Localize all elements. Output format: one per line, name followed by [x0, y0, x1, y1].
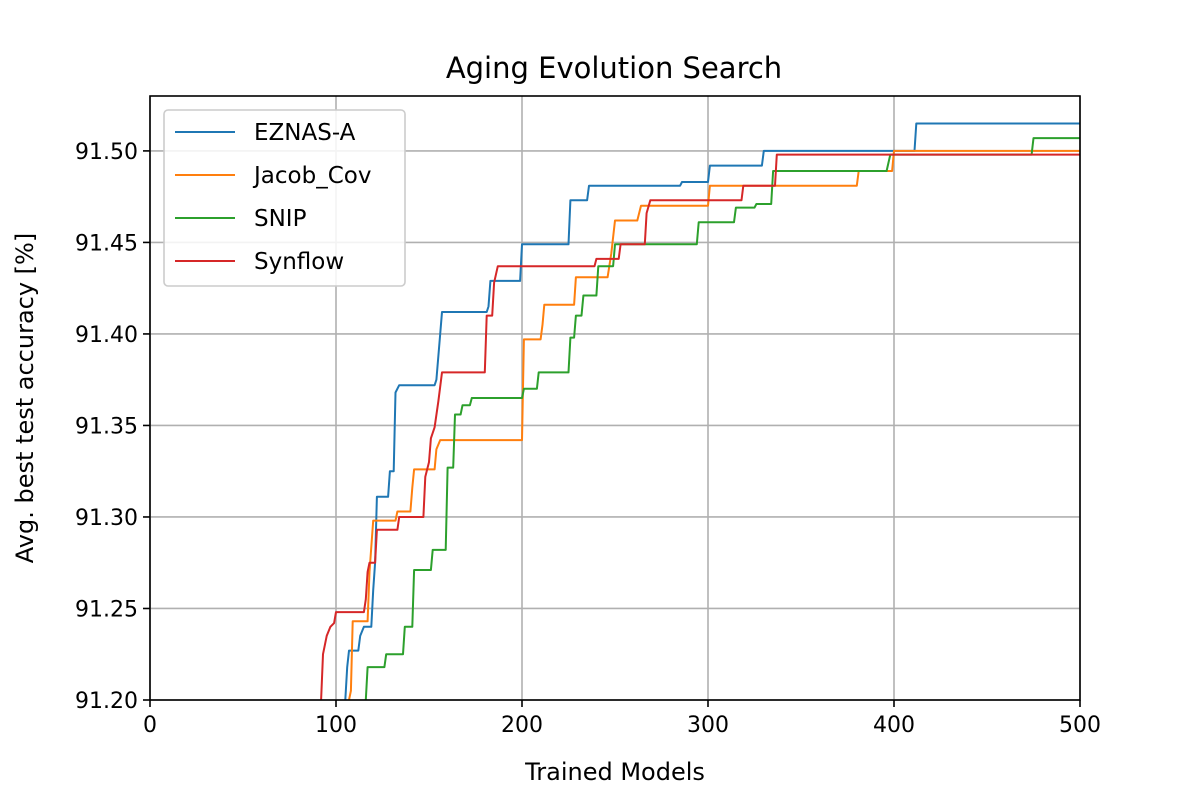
y-tick-label: 91.35	[75, 414, 138, 439]
legend-box	[163, 109, 406, 287]
x-tick-label: 100	[315, 713, 357, 738]
y-axis-label: Avg. best test accuracy [%]	[11, 233, 39, 563]
x-tick-label: 400	[873, 713, 915, 738]
x-axis-label: Trained Models	[524, 758, 705, 786]
plot-frame	[149, 95, 1081, 701]
chart-title: Aging Evolution Search	[446, 51, 782, 85]
x-tick-label: 500	[1059, 713, 1101, 738]
x-tick-label: 0	[143, 713, 157, 738]
y-tick-label: 91.30	[75, 506, 138, 531]
series-line-snip	[364, 137, 1080, 701]
plot-lines	[320, 122, 1080, 701]
legend-label-snip: SNIP	[254, 206, 307, 232]
x-tick-label: 300	[687, 713, 729, 738]
legend-label-synflow: Synflow	[254, 249, 344, 275]
x-tick-label: 200	[501, 713, 543, 738]
y-tick-label: 91.45	[75, 231, 138, 256]
legend-label-jacob-cov: Jacob_Cov	[252, 163, 371, 189]
y-tick-label: 91.40	[75, 323, 138, 348]
legend-label-eznas-a: EZNAS-A	[254, 120, 356, 146]
series-line-jacob-cov	[348, 149, 1080, 701]
series-line-synflow	[320, 153, 1080, 701]
y-axis: 91.20 91.25 91.30 91.35 91.40 91.45 91.50	[75, 140, 150, 714]
y-tick-label: 91.20	[75, 689, 138, 714]
series-line-eznas-a	[344, 122, 1080, 701]
x-axis: 0 100 200 300 400 500	[143, 700, 1101, 738]
y-tick-label: 91.50	[75, 140, 138, 165]
legend: EZNAS-A Jacob_Cov SNIP Synflow	[163, 109, 406, 287]
y-tick-label: 91.25	[75, 597, 138, 622]
